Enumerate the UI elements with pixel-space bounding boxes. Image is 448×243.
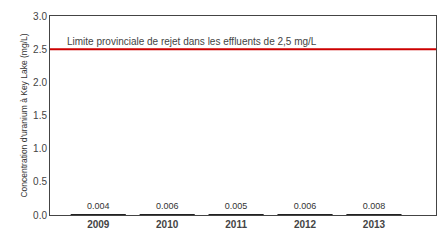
svg-text:0.005: 0.005 [225, 201, 248, 211]
svg-text:0.004: 0.004 [87, 201, 110, 211]
svg-text:2010: 2010 [156, 219, 179, 230]
svg-text:3.0: 3.0 [33, 11, 47, 22]
svg-text:2011: 2011 [225, 219, 247, 230]
svg-text:1.5: 1.5 [33, 110, 47, 121]
svg-text:2012: 2012 [294, 219, 317, 230]
svg-text:0.008: 0.008 [363, 201, 386, 211]
svg-text:0.0: 0.0 [33, 210, 47, 221]
svg-text:0.006: 0.006 [294, 201, 317, 211]
svg-text:2.0: 2.0 [33, 77, 47, 88]
svg-text:Limite provinciale de rejet da: Limite provinciale de rejet dans les eff… [67, 36, 317, 47]
svg-text:1.0: 1.0 [33, 143, 47, 154]
svg-text:0.5: 0.5 [33, 176, 47, 187]
svg-text:2013: 2013 [363, 219, 386, 230]
svg-text:0.006: 0.006 [156, 201, 179, 211]
svg-text:2.5: 2.5 [33, 44, 47, 55]
svg-text:Concentration d'uranium à Key: Concentration d'uranium à Key Lake (mg/L… [19, 33, 29, 197]
svg-text:2009: 2009 [87, 219, 110, 230]
